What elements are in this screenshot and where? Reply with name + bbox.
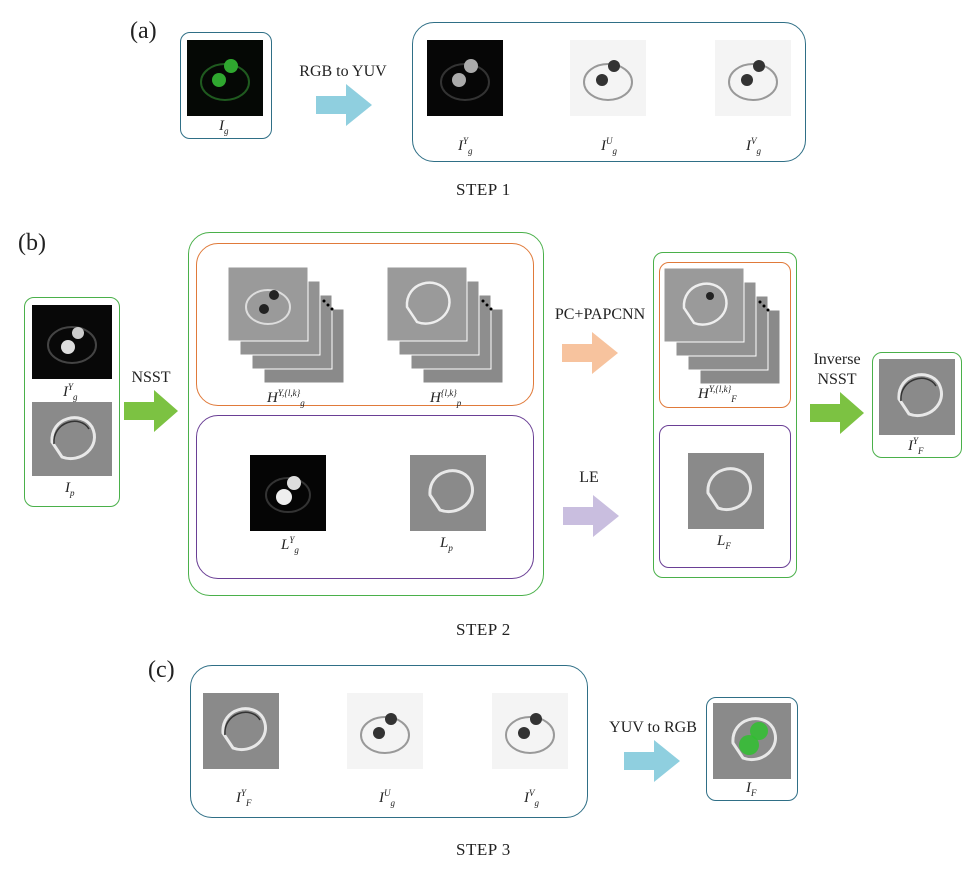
- image-stack-HF: [664, 268, 781, 385]
- image-IF-Y: [879, 359, 955, 435]
- fused-yuv-box: [190, 665, 588, 818]
- op-nsst: NSST: [131, 369, 171, 386]
- arrow-pc-papcnn: [562, 332, 618, 374]
- input-green-image-box: [180, 32, 272, 139]
- label-Lp: Lp: [440, 535, 453, 553]
- label-IF-Y-c: IYF: [236, 788, 252, 808]
- label-Hp: H{l,k}p: [430, 388, 462, 408]
- label-Ip: Ip: [65, 480, 75, 498]
- label-Ig: Ig: [219, 118, 229, 136]
- fused-low-frequency-box: [659, 425, 791, 568]
- step-2-label: STEP 2: [456, 620, 511, 639]
- yuv-components-box: [412, 22, 806, 162]
- label-LF: LF: [717, 533, 731, 551]
- image-Ig-V-c: [492, 693, 568, 769]
- image-Ip-input: [32, 402, 112, 476]
- op-inverse-nsst: Inverse NSST: [806, 350, 868, 390]
- label-Ig-Y: IYg: [458, 136, 473, 156]
- image-stack-Hp: [387, 267, 504, 384]
- low-frequency-box: [196, 415, 534, 579]
- label-IF: IF: [746, 780, 757, 798]
- label-IF-Y: IYF: [908, 436, 924, 456]
- op-rgb-to-yuv: RGB to YUV: [299, 63, 387, 80]
- image-IF-Y-c: [203, 693, 279, 769]
- image-Ig-U-c: [347, 693, 423, 769]
- arrow-yuv-to-rgb: [624, 740, 680, 782]
- label-Ig-Y-input: IYg: [63, 382, 78, 402]
- output-box: [706, 697, 798, 801]
- input-fluorescence-image: [187, 40, 263, 116]
- panel-label-b: (b): [18, 230, 46, 256]
- image-Ig-Y: [427, 40, 503, 116]
- label-Ig-V: IVg: [746, 136, 761, 156]
- op-pc-papcnn: PC+PAPCNN: [554, 306, 646, 323]
- panel-label-c: (c): [148, 657, 175, 683]
- label-Hg: HY,{l,k}g: [267, 388, 305, 408]
- fused-subbands-box: [653, 252, 797, 578]
- op-inverse-line1: Inverse: [813, 351, 861, 368]
- arrow-nsst: [124, 390, 178, 432]
- image-Ig-U: [570, 40, 646, 116]
- inputs-box: [24, 297, 120, 507]
- high-frequency-box: [196, 243, 534, 406]
- fused-high-frequency-box: [659, 262, 791, 408]
- image-stack-Hg: [228, 267, 345, 384]
- label-Ig-V-c: IVg: [524, 788, 539, 808]
- op-yuv-to-rgb: YUV to RGB: [609, 719, 697, 736]
- arrow-le: [563, 495, 619, 537]
- image-Lg-Y: [250, 455, 326, 531]
- label-HF: HY,{l,k}F: [698, 384, 737, 404]
- image-Lp: [410, 455, 486, 531]
- image-LF: [688, 453, 764, 529]
- arrow-inverse-nsst: [810, 392, 864, 434]
- op-inverse-line2: NSST: [817, 371, 857, 388]
- step-3-label: STEP 3: [456, 840, 511, 859]
- decomposition-box: [188, 232, 544, 596]
- arrow-rgb-to-yuv: [316, 84, 372, 126]
- op-le: LE: [579, 469, 599, 486]
- fused-Y-box: [872, 352, 962, 458]
- panel-label-a: (a): [130, 18, 157, 44]
- image-Ig-Y-input: [32, 305, 112, 379]
- label-Lg-Y: LYg: [281, 535, 299, 555]
- step-1-label: STEP 1: [456, 180, 511, 199]
- label-Ig-U: IUg: [601, 136, 617, 156]
- image-Ig-V: [715, 40, 791, 116]
- label-Ig-U-c: IUg: [379, 788, 395, 808]
- image-IF-output: [713, 703, 791, 779]
